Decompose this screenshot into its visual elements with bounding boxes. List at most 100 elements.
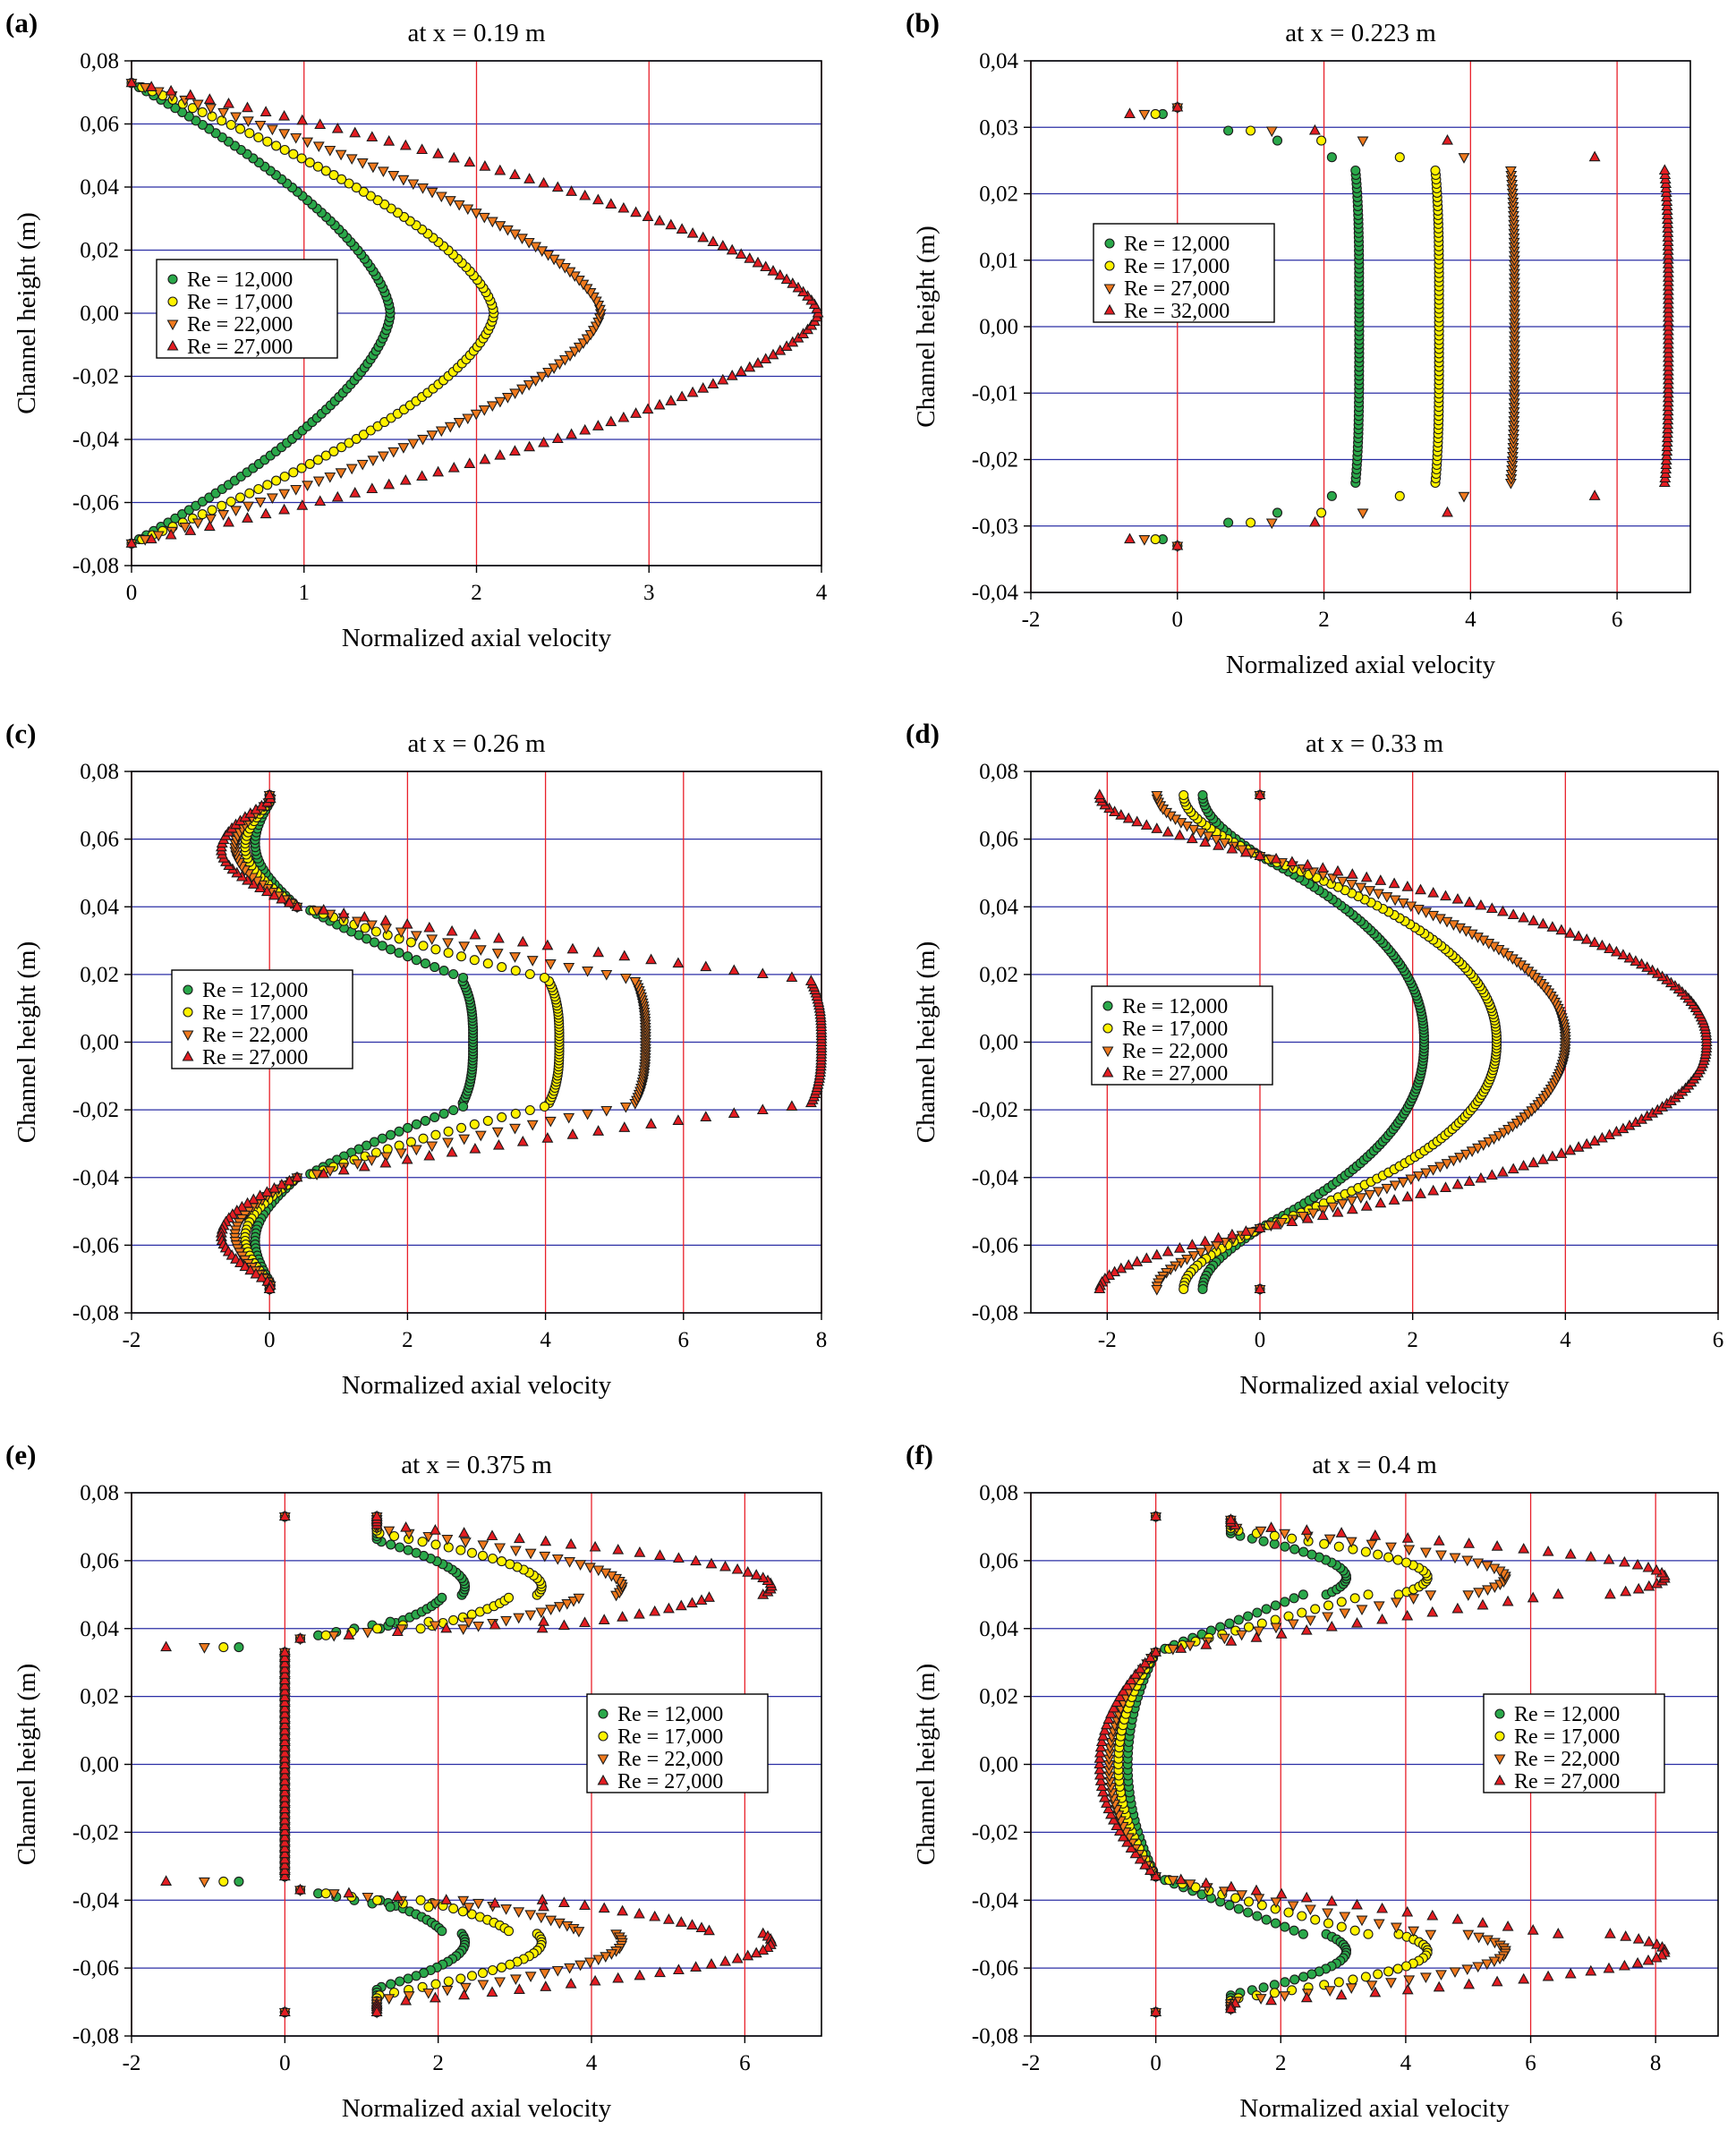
- data-point: [1186, 1239, 1198, 1249]
- data-point: [372, 1623, 383, 1634]
- data-point: [497, 1112, 507, 1122]
- data-point: [494, 1977, 506, 1989]
- panel-label: (a): [5, 7, 38, 38]
- data-point: [672, 957, 685, 968]
- y-tick-label: 0,01: [979, 249, 1018, 273]
- x-axis-label: Normalized axial velocity: [1239, 2094, 1510, 2123]
- data-point: [728, 964, 740, 975]
- data-point: [530, 376, 542, 388]
- x-tick-label: 2: [1275, 2051, 1287, 2075]
- data-point: [1475, 899, 1487, 910]
- data-point: [234, 492, 246, 503]
- data-point: [410, 931, 422, 942]
- data-point: [1265, 126, 1278, 138]
- y-tick-label: -0,02: [972, 1098, 1018, 1122]
- data-point: [1376, 1613, 1389, 1624]
- data-point: [1280, 1977, 1290, 1988]
- data-point: [482, 1115, 493, 1126]
- legend-item: Re = 27,000: [1493, 1770, 1620, 1793]
- data-point: [735, 365, 747, 377]
- x-tick-label: -2: [1022, 608, 1041, 632]
- y-tick-label: 0,00: [80, 1031, 119, 1055]
- x-axis-label: Normalized axial velocity: [1226, 651, 1496, 679]
- data-point: [542, 367, 555, 379]
- data-point: [395, 1542, 405, 1553]
- data-point: [379, 1156, 392, 1168]
- data-point: [395, 927, 407, 939]
- data-point: [1400, 1557, 1412, 1568]
- chart-title: at x = 0.19 m: [407, 19, 546, 47]
- chart-title: at x = 0.223 m: [1285, 19, 1436, 47]
- legend-marker: [598, 1708, 608, 1719]
- data-point: [1393, 1589, 1404, 1600]
- data-point: [592, 946, 605, 958]
- data-point: [1316, 135, 1327, 146]
- data-point: [291, 1171, 303, 1182]
- data-point: [1333, 1977, 1344, 1988]
- data-point: [446, 924, 458, 936]
- data-point: [478, 405, 490, 416]
- data-point: [458, 1134, 471, 1146]
- data-point: [125, 76, 138, 88]
- data-point: [617, 1904, 629, 1916]
- data-point: [145, 81, 157, 91]
- data-point: [1355, 1193, 1367, 1204]
- data-point: [234, 1256, 246, 1267]
- data-point: [634, 1546, 646, 1557]
- x-tick-label: 2: [1407, 1328, 1418, 1352]
- data-point: [535, 1912, 548, 1924]
- data-point: [1298, 1929, 1308, 1939]
- data-point: [1246, 517, 1256, 528]
- data-point: [358, 1160, 370, 1171]
- data-point: [395, 1976, 405, 1987]
- data-point: [407, 179, 420, 191]
- data-point: [1349, 1925, 1360, 1936]
- data-point: [697, 231, 710, 243]
- data-point: [1451, 1602, 1464, 1614]
- data-point: [260, 507, 272, 519]
- data-point: [226, 119, 236, 131]
- data-point: [630, 407, 642, 418]
- data-point: [1433, 1535, 1445, 1546]
- data-point: [557, 1619, 570, 1631]
- legend-marker: [1104, 260, 1115, 271]
- legend-item: Re = 12,000: [1494, 1703, 1620, 1726]
- data-point: [486, 1986, 498, 1997]
- data-point: [1131, 1256, 1144, 1266]
- legend-item: Re = 12,000: [167, 268, 293, 292]
- data-point: [1374, 1197, 1387, 1208]
- data-point: [1542, 1970, 1554, 1981]
- data-point: [1336, 1921, 1347, 1932]
- legend-item: Re = 12,000: [598, 1703, 723, 1726]
- data-point: [1440, 890, 1451, 901]
- data-point: [1643, 1935, 1655, 1946]
- data-point: [1401, 881, 1414, 891]
- data-point: [487, 1553, 498, 1564]
- data-point: [250, 1267, 262, 1279]
- data-point: [536, 1894, 549, 1904]
- data-point: [1360, 1200, 1373, 1211]
- data-point: [367, 456, 379, 466]
- data-point: [492, 1138, 505, 1150]
- data-point: [1289, 1925, 1299, 1936]
- data-point: [1658, 164, 1671, 175]
- x-axis-label: Normalized axial velocity: [342, 624, 612, 652]
- data-point: [448, 1614, 459, 1625]
- data-point: [391, 1890, 404, 1902]
- x-tick-label: 0: [1150, 2051, 1162, 2075]
- data-point: [1381, 892, 1393, 903]
- data-point: [430, 1979, 441, 1989]
- data-point: [1392, 1963, 1403, 1974]
- data-point: [1270, 1614, 1281, 1625]
- data-point: [302, 137, 314, 149]
- data-point: [1618, 1555, 1630, 1567]
- data-point: [417, 183, 429, 194]
- data-point: [366, 482, 379, 494]
- data-point: [1094, 788, 1106, 800]
- x-axis-label: Normalized axial velocity: [342, 2094, 612, 2123]
- data-point: [551, 432, 564, 443]
- data-point: [1272, 507, 1283, 518]
- data-point: [397, 175, 410, 186]
- data-point: [1339, 1608, 1351, 1620]
- legend-item: Re = 27,000: [597, 1770, 723, 1793]
